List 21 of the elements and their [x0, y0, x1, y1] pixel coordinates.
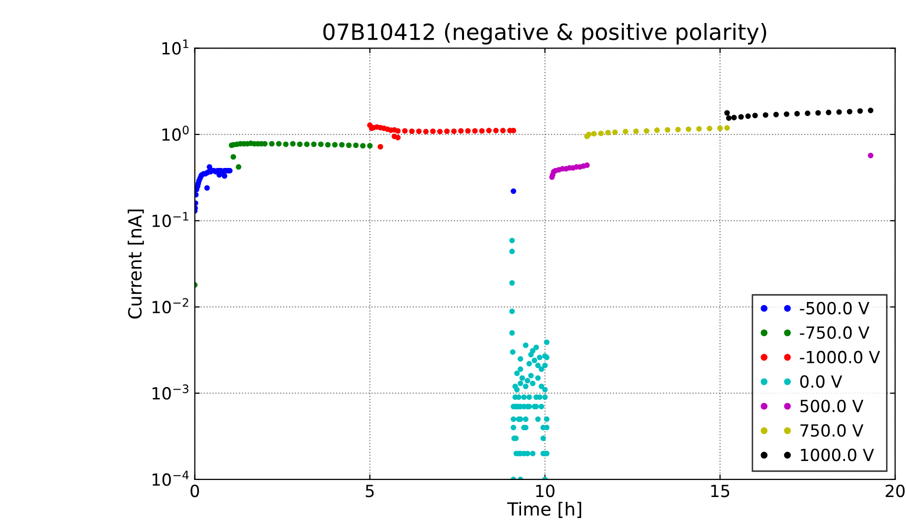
legend-label: -500.0 V — [800, 302, 870, 314]
y-tick-label: 10$^{−1}$ — [152, 212, 188, 228]
x-tick-label: 20 — [886, 484, 905, 498]
y-tick-label: 10$^{−3}$ — [152, 384, 188, 400]
y-axis-title: Current [nA] — [128, 210, 144, 319]
y-tick-label: 10$^{−4}$ — [152, 470, 189, 486]
legend-label: 0.0 V — [800, 375, 842, 388]
legend-label: -750.0 V — [800, 326, 870, 339]
x-tick-label: 0 — [190, 484, 199, 498]
x-axis-title: Time [h] — [507, 502, 582, 518]
y-tick-label: 10$^{−2}$ — [152, 298, 188, 314]
y-tick-label: 10$^{1}$ — [162, 40, 188, 55]
legend-label: -1000.0 V — [800, 350, 880, 364]
x-tick-label: 5 — [366, 484, 374, 498]
legend-label: 750.0 V — [800, 424, 864, 437]
chart-title: 07B10412 (negative & positive polarity) — [323, 22, 766, 44]
x-tick-label: 15 — [711, 484, 730, 498]
legend-label: 1000.0 V — [800, 448, 874, 462]
y-tick-label: 10$^{0}$ — [162, 126, 189, 141]
legend-label: 500.0 V — [800, 400, 864, 412]
x-tick-label: 10 — [536, 484, 554, 498]
